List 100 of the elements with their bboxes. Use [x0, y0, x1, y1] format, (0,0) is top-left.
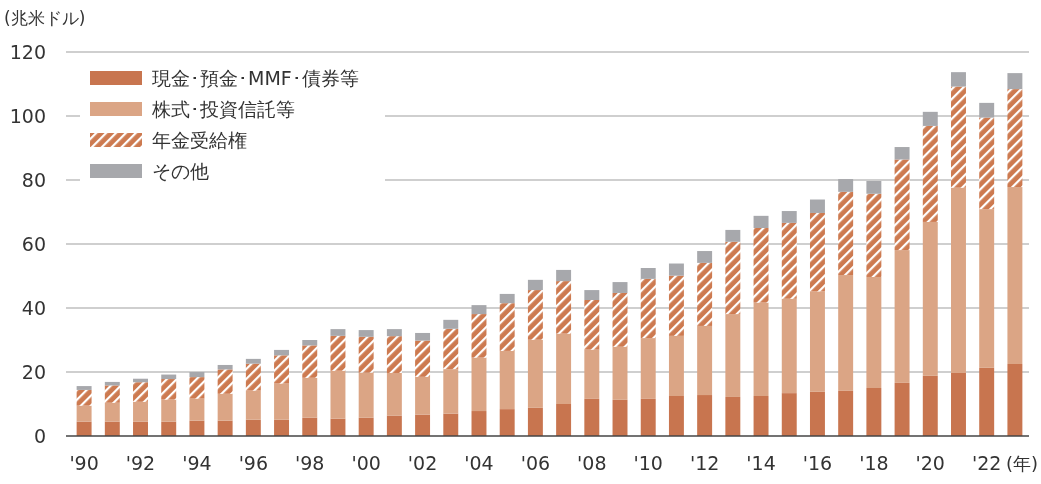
bar [245, 390, 261, 420]
bar [894, 250, 910, 383]
legend-label: その他 [152, 160, 209, 182]
bar [640, 278, 656, 339]
bar [161, 421, 177, 436]
bar [104, 385, 120, 403]
bar [499, 293, 515, 304]
bar [809, 212, 825, 292]
bar [951, 86, 966, 188]
bar [612, 292, 628, 347]
bar [556, 269, 572, 282]
bar [640, 338, 656, 399]
bar [668, 275, 684, 336]
bar [330, 418, 346, 436]
x-tick-label: '92 [125, 452, 156, 474]
x-tick-label: '98 [295, 452, 325, 474]
bar [668, 396, 684, 436]
bar [274, 355, 290, 384]
bar [302, 340, 318, 346]
bar [922, 125, 938, 222]
x-tick-label: '96 [238, 452, 269, 474]
bar [584, 349, 600, 399]
bar [979, 209, 995, 368]
x-tick-label: '12 [689, 452, 720, 474]
bar [922, 375, 938, 436]
bar [781, 211, 797, 223]
bar [527, 407, 543, 436]
bar [104, 402, 120, 422]
bar [781, 393, 797, 436]
x-tick-label: '02 [407, 452, 438, 474]
y-tick-label: 20 [21, 361, 46, 383]
bar [189, 377, 205, 399]
bar [133, 382, 148, 402]
bar [556, 281, 572, 334]
x-tick-label: '20 [915, 452, 945, 474]
bar [527, 279, 543, 291]
bar [584, 398, 600, 436]
legend-label: 年金受給権 [152, 129, 247, 151]
x-tick-label: '16 [802, 452, 833, 474]
bar [76, 389, 92, 406]
bar [386, 372, 402, 416]
legend-label: 株式･投資信託等 [151, 98, 295, 120]
bar [640, 398, 656, 436]
x-tick-label: '94 [182, 452, 212, 474]
bar [302, 345, 318, 378]
bar [217, 364, 233, 370]
bar [894, 159, 910, 251]
bar [1007, 187, 1023, 364]
bar [133, 401, 148, 422]
bar [358, 417, 374, 436]
x-tick-label: '18 [859, 452, 889, 474]
bar [838, 191, 854, 276]
bar [133, 421, 148, 436]
bar [443, 328, 459, 370]
bar [386, 329, 402, 337]
bar [1007, 89, 1023, 188]
bar [556, 404, 572, 436]
bar [302, 377, 318, 418]
bar [781, 298, 797, 394]
bar [725, 396, 741, 436]
bar [471, 357, 487, 412]
x-tick-label: '22 [971, 452, 1002, 474]
y-tick-label: 0 [33, 425, 46, 447]
bar [358, 330, 374, 337]
x-tick-label: '90 [69, 452, 99, 474]
x-tick-label: '08 [577, 452, 607, 474]
bar [697, 262, 713, 326]
bar [274, 419, 290, 436]
bar [838, 275, 854, 391]
x-axis-title: (年) [1005, 453, 1039, 474]
bar [556, 333, 572, 404]
legend-label: 現金･預金･MMF･債券等 [152, 67, 359, 89]
bar [753, 215, 769, 228]
bar [415, 332, 431, 341]
bar [612, 399, 628, 436]
bar [330, 335, 346, 371]
bar [584, 300, 600, 350]
x-tick-label: '06 [520, 452, 551, 474]
bar [979, 367, 995, 436]
bar [386, 415, 402, 436]
bar [499, 409, 515, 436]
bar [443, 413, 459, 436]
bar [76, 405, 92, 422]
bar [809, 291, 825, 392]
bar [161, 374, 177, 380]
bar [725, 229, 741, 242]
bar [697, 395, 713, 436]
bar [753, 228, 769, 303]
x-tick-label: '00 [351, 452, 381, 474]
bar [612, 282, 628, 293]
y-axis-title: (兆米ドル) [4, 8, 86, 28]
bar [499, 303, 515, 351]
bar [866, 388, 882, 436]
bar [809, 199, 825, 213]
bar [697, 251, 713, 263]
bar [217, 369, 233, 394]
bar [302, 417, 318, 436]
bar [725, 241, 741, 315]
bar [866, 276, 882, 388]
bar [753, 396, 769, 436]
